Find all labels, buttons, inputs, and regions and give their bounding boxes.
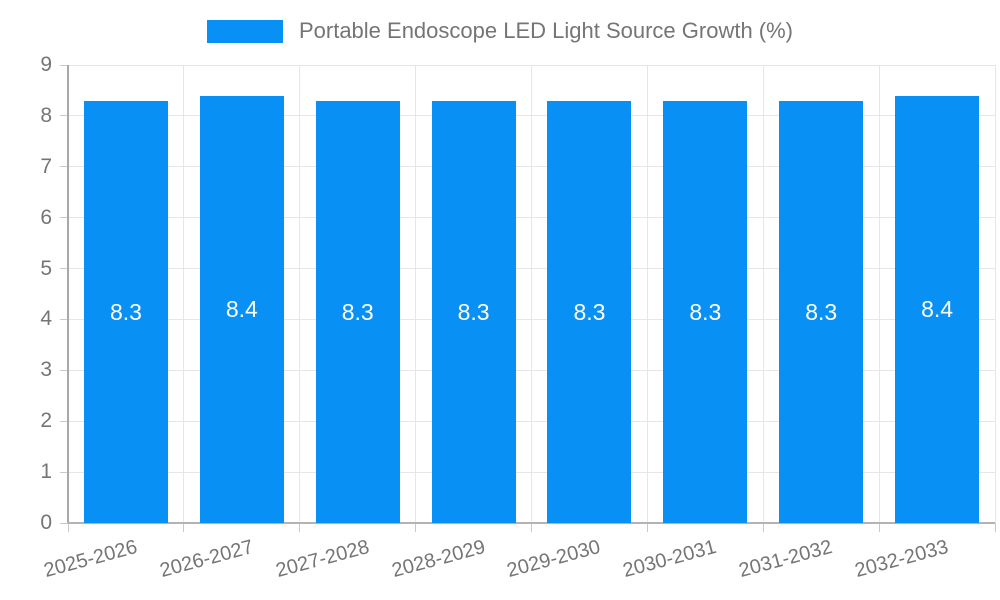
bar-value-label: 8.3 [457, 298, 490, 325]
y-axis-line [67, 65, 69, 523]
x-axis-tick [531, 523, 532, 532]
x-axis-category-label: 2027-2028 [273, 536, 372, 583]
x-gridline [183, 65, 185, 523]
bar[interactable] [83, 100, 168, 523]
bar[interactable] [431, 100, 516, 523]
x-axis-category-label: 2029-2030 [505, 536, 604, 583]
x-axis-category-label: 2032-2033 [852, 536, 951, 583]
y-axis-tick-label: 8 [40, 103, 52, 127]
bar-value-label: 8.3 [805, 298, 838, 325]
x-axis-tick [183, 523, 185, 532]
x-gridline [994, 65, 996, 523]
x-axis-category-label: 2025-2026 [41, 536, 140, 583]
bar-value-label: 8.3 [109, 298, 142, 325]
x-axis-tick [878, 523, 880, 532]
x-gridline [415, 65, 417, 523]
x-axis-line [67, 522, 995, 524]
y-axis-tick [60, 268, 67, 270]
x-axis-tick [415, 523, 417, 532]
bar[interactable] [199, 95, 284, 523]
bar[interactable] [315, 100, 400, 523]
x-axis-category-label: 2028-2029 [389, 536, 488, 583]
x-axis-category-label: 2026-2027 [157, 536, 256, 583]
bar[interactable] [779, 100, 864, 523]
plot-area: 0 1 2 3 4 5 6 7 8 9 8.3 2025-2026 8.4 2026-2027 8.3 202… [40, 53, 996, 582]
x-gridline [878, 65, 880, 523]
x-axis-tick [299, 523, 301, 532]
y-axis-tick [60, 64, 67, 66]
x-axis-tick [646, 523, 648, 532]
bar-value-label: 8.3 [573, 298, 606, 325]
y-axis-tick-label: 1 [40, 460, 52, 484]
bar[interactable] [663, 100, 748, 523]
bar-value-label: 8.4 [225, 296, 258, 323]
x-gridline [299, 65, 301, 523]
y-axis-tick [60, 420, 67, 422]
y-axis-tick-label: 5 [40, 256, 52, 280]
y-axis-tick-label: 2 [40, 409, 52, 433]
y-axis-tick [60, 369, 67, 371]
x-gridline [531, 65, 532, 523]
x-axis-tick [67, 523, 69, 532]
bar-value-label: 8.3 [341, 298, 374, 325]
y-axis-tick [60, 522, 67, 524]
y-axis-tick [60, 318, 67, 320]
bar-value-label: 8.4 [921, 296, 954, 323]
y-axis-tick-label: 6 [40, 205, 52, 229]
y-axis-tick [60, 217, 67, 219]
y-axis-tick-label: 3 [40, 358, 52, 382]
y-axis-tick-label: 4 [40, 307, 52, 331]
x-axis-category-label: 2030-2031 [620, 536, 720, 583]
x-gridline [762, 65, 764, 523]
legend-label: Portable Endoscope LED Light Source Grow… [298, 18, 794, 43]
x-axis-tick [762, 523, 764, 532]
bar-value-label: 8.3 [689, 298, 722, 325]
x-axis-category-label: 2031-2032 [736, 536, 835, 583]
bar[interactable] [895, 95, 980, 523]
x-axis-tick [994, 523, 996, 532]
y-axis-tick [60, 115, 67, 117]
bar[interactable] [547, 100, 632, 523]
y-axis-tick [60, 471, 67, 473]
legend-swatch [206, 19, 283, 43]
x-gridline [646, 65, 648, 523]
y-axis-tick [60, 166, 67, 168]
y-axis-tick-label: 7 [40, 154, 52, 178]
y-axis-tick-label: 9 [40, 53, 52, 76]
legend-item[interactable]: Portable Endoscope LED Light Source Grow… [0, 18, 1000, 44]
y-axis-tick-label: 0 [40, 511, 52, 534]
